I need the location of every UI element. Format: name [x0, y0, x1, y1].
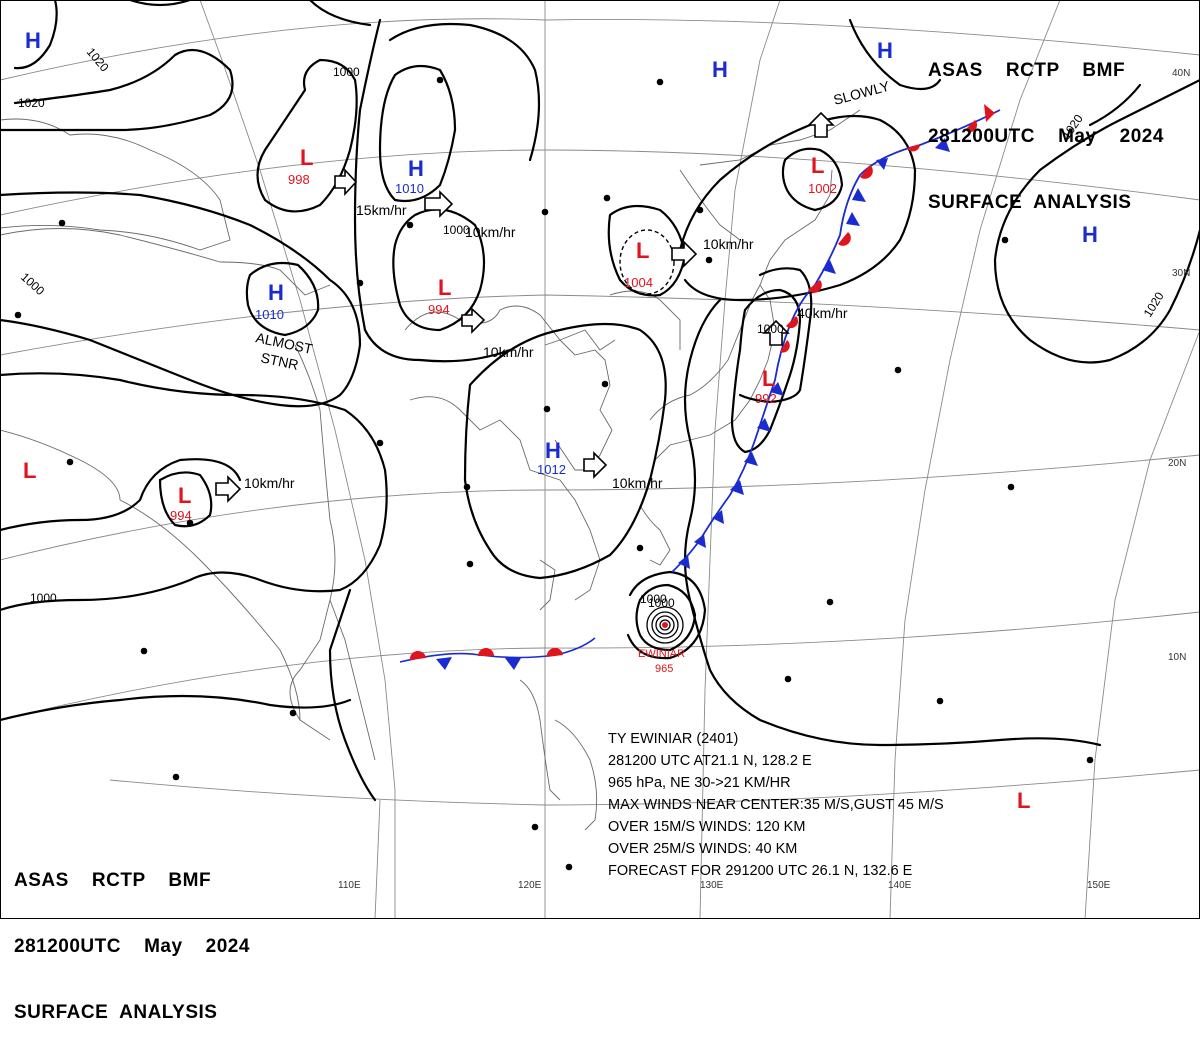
pressure-value-11: 992 — [755, 391, 777, 406]
station-plots — [14, 76, 1094, 871]
graticule — [0, 0, 1200, 919]
frontal-system — [671, 104, 1001, 573]
isobar-label-10: 1000 — [640, 592, 667, 606]
lat-label-30n: 30N — [1172, 268, 1190, 279]
lon-label-110e: 110E — [338, 880, 361, 891]
typhoon-info-pressure: 965 hPa, NE 30->21 KM/HR — [608, 775, 791, 791]
lat-label-40n: 40N — [1172, 68, 1190, 79]
pressure-center-l-6: L — [811, 153, 824, 178]
isobar-label-9: 1000 — [30, 591, 57, 605]
header-top-line2: 281200UTC May 2024 — [928, 126, 1164, 147]
motion-label-3: 10km/hr — [703, 236, 754, 252]
pressure-center-h-8: H — [877, 38, 893, 63]
typhoon-info-name: TY EWINIAR (2401) — [608, 731, 739, 747]
isobars — [0, 0, 1200, 802]
pressure-center-l-14: L — [1017, 788, 1030, 813]
lat-label-20n: 20N — [1168, 458, 1186, 469]
typhoon-name: EWINIAR — [638, 648, 685, 660]
isobar-label-1: 1020 — [18, 96, 45, 110]
axis-labels: 40N 30N 20N 10N 110E 120E 130E 140E 150E — [338, 68, 1190, 891]
pressure-center-h-7: H — [712, 57, 728, 82]
header-top: ASAS RCTP BMF 281200UTC May 2024 SURFACE… — [928, 16, 1164, 236]
typhoon-info-box: TY EWINIAR (2401) 281200 UTC AT21.1 N, 1… — [608, 728, 944, 882]
pressure-value-3: 1010 — [255, 307, 284, 322]
motion-label-4: 10km/hr — [612, 475, 663, 491]
pressure-value-2: 1010 — [395, 181, 424, 196]
motion-label-6: 10km/hr — [244, 475, 295, 491]
lon-label-120e: 120E — [518, 880, 542, 891]
pressure-center-l-11: L — [762, 366, 775, 391]
pressure-value-10: 1012 — [537, 462, 566, 477]
typhoon-isobars — [646, 606, 684, 644]
isobar-label-2: 1000 — [333, 65, 360, 79]
header-top-line1: ASAS RCTP BMF — [928, 60, 1126, 81]
stationary-front — [399, 637, 596, 670]
typhoon-info-forecast: FORECAST FOR 291200 UTC 26.1 N, 132.6 E — [608, 863, 913, 879]
motion-arrows — [215, 111, 835, 503]
typhoon-info-over25: OVER 25M/S WINDS: 40 KM — [608, 841, 798, 857]
typhoon-pressure: 965 — [655, 663, 673, 675]
isobar-label-4: 1000 — [757, 322, 784, 336]
pressure-value-1: 998 — [288, 172, 310, 187]
pressure-value-13: 994 — [170, 508, 192, 523]
motion-label-1: 10km/hr — [465, 224, 516, 240]
coastlines — [0, 109, 861, 831]
pressure-center-h-2: H — [408, 156, 424, 181]
pressure-center-l-12: L — [23, 458, 36, 483]
pressure-value-5: 1004 — [624, 275, 653, 290]
pressure-center-symbols: H L H H L L L H H H H L L L L — [23, 28, 1098, 813]
lon-label-140e: 140E — [888, 880, 912, 891]
pressure-center-l-1: L — [300, 145, 313, 170]
pressure-center-l-5: L — [636, 238, 649, 263]
pressure-center-h-10: H — [545, 438, 561, 463]
lon-label-130e: 130E — [700, 880, 724, 891]
weather-map: H L H H L L L H H H H L L L L 998 1010 1… — [0, 0, 1200, 919]
motion-label-9: STNR — [259, 349, 300, 373]
typhoon-info-over15: OVER 15M/S WINDS: 120 KM — [608, 819, 806, 835]
typhoon-center — [662, 622, 668, 628]
header-bottom-line3: SURFACE ANALYSIS — [14, 1002, 218, 1023]
pressure-center-h-9: H — [1082, 222, 1098, 247]
lon-label-150e: 150E — [1087, 880, 1111, 891]
lat-label-10n: 10N — [1168, 652, 1186, 663]
header-bottom-line1: ASAS RCTP BMF — [14, 870, 212, 891]
motion-label-5: 40km/hr — [797, 305, 848, 321]
typhoon-label: EWINIAR 965 — [638, 648, 685, 675]
motion-label-2: 10km/hr — [483, 344, 534, 360]
motion-label-0: 15km/hr — [356, 202, 407, 218]
pressure-center-h-3: H — [268, 280, 284, 305]
isobar-label-3: 1000 — [443, 223, 470, 237]
typhoon-info-position: 281200 UTC AT21.1 N, 128.2 E — [608, 753, 812, 769]
pressure-center-h-0: H — [25, 28, 41, 53]
pressure-value-4: 994 — [428, 302, 450, 317]
pressure-value-6: 1002 — [808, 181, 837, 196]
typhoon-info-max-winds: MAX WINDS NEAR CENTER:35 M/S,GUST 45 M/S — [608, 797, 944, 813]
header-top-line3: SURFACE ANALYSIS — [928, 192, 1132, 213]
header-bottom: ASAS RCTP BMF 281200UTC May 2024 SURFACE… — [14, 826, 250, 1046]
pressure-center-l-13: L — [178, 483, 191, 508]
isobar-label-5: 1000 — [648, 596, 675, 610]
dashed-low-isobar — [619, 229, 675, 295]
header-bottom-line2: 281200UTC May 2024 — [14, 936, 250, 957]
pressure-center-l-4: L — [438, 275, 451, 300]
pressure-center-values: 998 1010 1010 994 1004 1002 1012 992 994 — [170, 172, 837, 523]
